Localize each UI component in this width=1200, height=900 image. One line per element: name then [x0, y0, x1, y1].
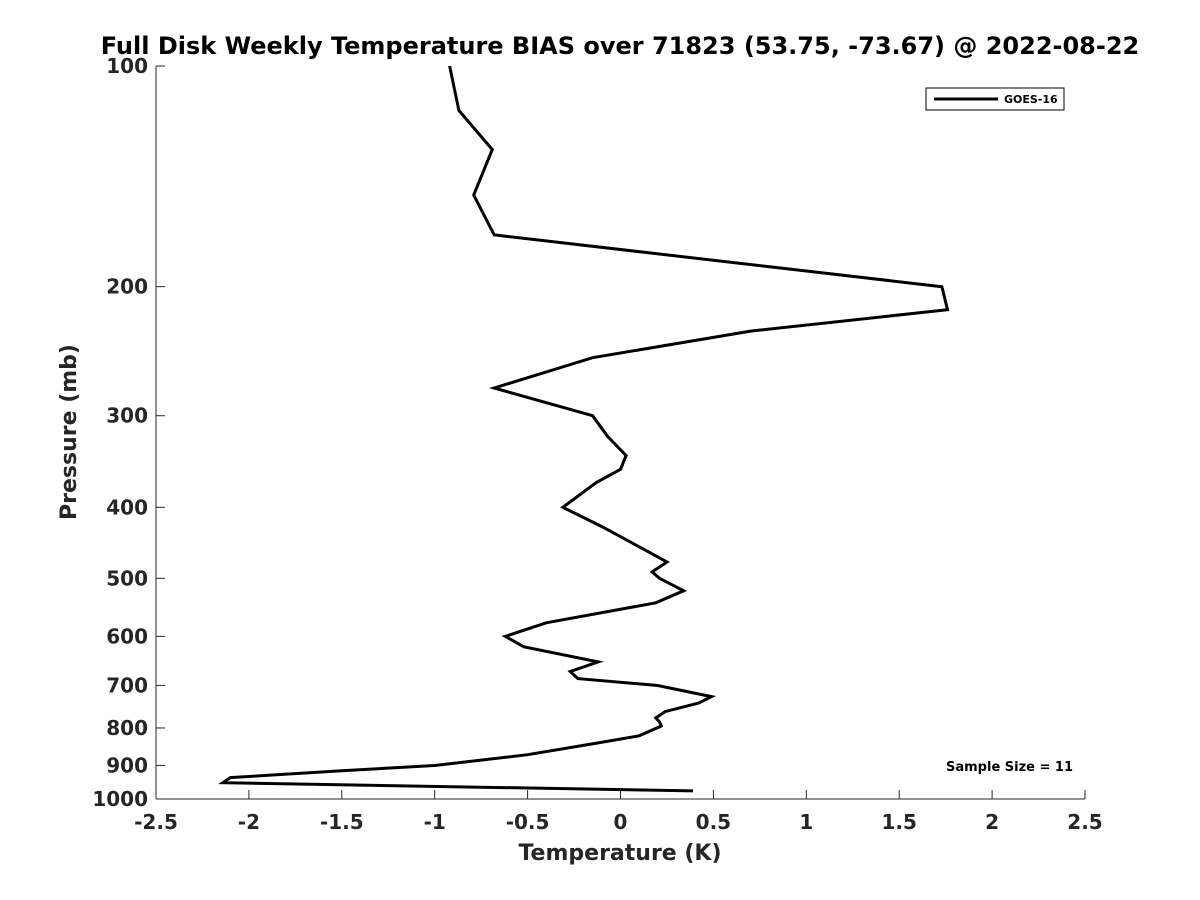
chart-title: Full Disk Weekly Temperature BIAS over 7… [101, 32, 1140, 60]
y-tick-label: 700 [106, 673, 148, 697]
series-layer [218, 65, 950, 793]
x-tick-label: 0.5 [696, 810, 731, 834]
y-tick-label: 500 [106, 566, 148, 590]
x-tick-label: -1 [424, 810, 446, 834]
y-tick-label: 400 [106, 495, 148, 519]
x-tick-label: -0.5 [506, 810, 550, 834]
y-axis-ticks: 100 200 300 400 500 600 700 800 900 1000 [92, 54, 165, 811]
x-tick-label: -2 [238, 810, 260, 834]
y-tick-label: 800 [106, 716, 148, 740]
y-tick-label: 600 [106, 624, 148, 648]
x-tick-label: 2.5 [1067, 810, 1102, 834]
y-tick-label: 900 [106, 753, 148, 777]
x-tick-label: -1.5 [320, 810, 364, 834]
y-tick-label: 1000 [92, 787, 148, 811]
y-tick-label: 200 [106, 275, 148, 299]
x-axis-ticks: -2.5 -2 -1.5 -1 -0.5 0 0.5 1 1.5 2 2.5 [134, 790, 1103, 834]
x-tick-label: 0 [614, 810, 628, 834]
x-axis-label: Temperature (K) [518, 841, 721, 866]
x-tick-label: 1.5 [881, 810, 916, 834]
sample-size-annotation: Sample Size = 11 [946, 760, 1073, 775]
legend: GOES-16 [925, 87, 1065, 111]
y-axis-label: Pressure (mb) [57, 344, 82, 520]
x-tick-label: 1 [799, 810, 813, 834]
legend-label-goes-16: GOES-16 [1004, 93, 1058, 106]
x-tick-label: -2.5 [134, 810, 178, 834]
series-line-goes-16 [218, 65, 950, 793]
y-tick-label: 100 [106, 54, 148, 78]
x-tick-label: 2 [985, 810, 999, 834]
y-tick-label: 300 [106, 404, 148, 428]
